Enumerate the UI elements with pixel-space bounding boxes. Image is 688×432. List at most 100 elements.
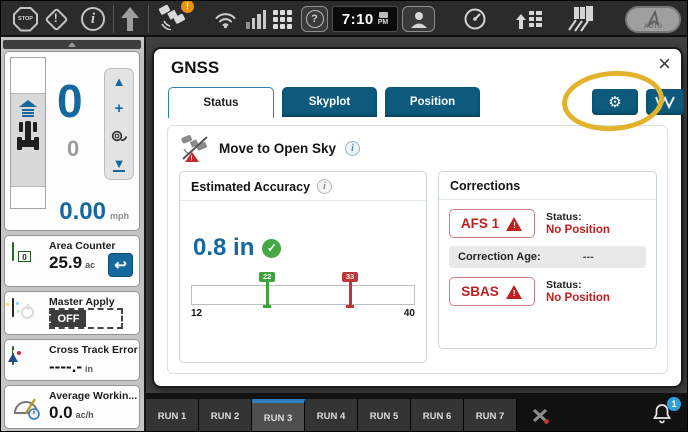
- implement-lift-indicator: [10, 57, 46, 209]
- increase-button[interactable]: ▲: [112, 74, 126, 89]
- sbas-button[interactable]: SBAS !: [449, 277, 535, 306]
- run-tab-5[interactable]: RUN 5: [358, 399, 411, 431]
- warning-triangle-icon: !: [505, 284, 523, 299]
- area-reset-button[interactable]: ↩: [108, 253, 133, 277]
- lift-secondary-value: 0: [67, 136, 80, 161]
- user-button[interactable]: [402, 6, 435, 32]
- signal-bars-icon: [246, 9, 266, 29]
- accuracy-ok-icon: ✓: [262, 238, 282, 258]
- avg-working-title: Average Workin...: [49, 390, 138, 402]
- signal-graph-button[interactable]: [646, 89, 684, 115]
- speed-value: 0.00: [59, 198, 106, 225]
- run-tab-1[interactable]: RUN 1: [146, 399, 199, 431]
- notification-badge: 1: [667, 397, 681, 411]
- time-value: 7:10: [341, 10, 374, 28]
- help-icon: ?: [305, 10, 324, 28]
- run-tab-6[interactable]: RUN 6: [411, 399, 464, 431]
- gnss-dialog: GNSS × Status Skyplot Position ⚙: [152, 47, 684, 388]
- rate-list-icon: [516, 11, 542, 29]
- area-counter-unit: ac: [85, 260, 96, 270]
- apps-grid-button[interactable]: [273, 6, 292, 32]
- status-tab-content: ! Move to Open Sky i Estimated Accuracy …: [167, 125, 668, 374]
- run-tab-7[interactable]: RUN 7: [464, 399, 517, 431]
- tab-position[interactable]: Position: [385, 87, 480, 117]
- run-tab-4[interactable]: RUN 4: [305, 399, 358, 431]
- area-counter-card[interactable]: 0 Area Counter 25.9 ac ↩: [4, 235, 140, 287]
- info-button[interactable]: i: [81, 6, 105, 32]
- speed-unit: mph: [110, 211, 129, 221]
- accuracy-info-icon[interactable]: i: [317, 179, 333, 194]
- lift-adjust-control: ▲ + ▼: [104, 68, 134, 180]
- master-apply-title: Master Apply: [49, 296, 115, 308]
- accuracy-marker-green: 22: [259, 272, 276, 310]
- warning-diamond-icon: !: [44, 6, 69, 32]
- dialog-tab-bar: Status Skyplot Position ⚙: [168, 87, 684, 118]
- cellular-button[interactable]: [246, 6, 266, 32]
- sbas-status-label: Status:: [546, 279, 582, 291]
- gear-icon: ⚙: [608, 94, 622, 111]
- up-arrow-icon: [121, 7, 139, 31]
- grid-icon: [273, 9, 292, 29]
- satellite-alert-badge: !: [181, 1, 194, 13]
- lift-position-value: 0: [57, 75, 83, 127]
- gnss-status-button[interactable]: !: [158, 1, 194, 35]
- auto-guidance-button[interactable]: AUTO: [625, 6, 681, 33]
- alert-text: Move to Open Sky: [219, 141, 337, 156]
- avg-working-unit: ac/h: [75, 410, 94, 420]
- stop-button[interactable]: STOP: [13, 6, 38, 32]
- implement-icon: [568, 6, 593, 32]
- dialog-title: GNSS: [171, 58, 220, 77]
- tab-status[interactable]: Status: [168, 87, 274, 118]
- satellite-icon: !: [158, 1, 194, 35]
- wifi-button[interactable]: [214, 6, 237, 32]
- reset-icon: ↩: [114, 257, 127, 274]
- raise-arrow-button[interactable]: [120, 6, 140, 32]
- cross-track-value: ----.-: [49, 357, 83, 376]
- scale-max-label: 40: [403, 308, 415, 319]
- divider: [113, 5, 114, 33]
- performance-button[interactable]: [463, 6, 487, 32]
- gauge-icon: [464, 8, 486, 30]
- work-rate-button[interactable]: [515, 6, 543, 32]
- avg-working-value: 0.0: [49, 403, 73, 422]
- stop-icon: STOP: [13, 6, 38, 32]
- svg-text:!: !: [190, 156, 192, 163]
- afs-button[interactable]: AFS 1 !: [449, 209, 535, 238]
- satellite-warning-icon: !: [181, 135, 208, 163]
- gnss-settings-button[interactable]: ⚙: [592, 89, 638, 115]
- sidebar: 0 0 ▲ + ▼ 0.00 mph 0 Area Counter 25.: [1, 37, 146, 431]
- top-bar: STOP ! i !: [1, 1, 687, 37]
- correction-age-row: Correction Age: ---: [449, 246, 646, 268]
- plus-button[interactable]: +: [114, 100, 124, 117]
- implement-button[interactable]: [567, 6, 597, 32]
- area-counter-value: 25.9: [49, 253, 83, 272]
- chevron-up-icon: [68, 42, 76, 47]
- accuracy-slider-track: [191, 285, 415, 305]
- master-apply-card[interactable]: Master Apply OFF: [4, 291, 140, 335]
- accuracy-slider: 22 33: [191, 272, 415, 318]
- area-counter-icon: 0: [12, 242, 31, 262]
- afs-row: AFS 1 ! Status: No Position: [449, 209, 646, 238]
- warning-button[interactable]: !: [44, 6, 69, 32]
- decrease-button[interactable]: ▼: [112, 156, 126, 172]
- snail-slow-icon[interactable]: [111, 130, 127, 142]
- help-button[interactable]: ?: [301, 6, 328, 32]
- run-tab-2[interactable]: RUN 2: [199, 399, 252, 431]
- vehicle-status-card[interactable]: 0 0 ▲ + ▼ 0.00 mph: [4, 51, 140, 231]
- avg-working-card[interactable]: Average Workin... 0.0 ac/h: [4, 385, 140, 429]
- notifications-button[interactable]: 1: [651, 397, 681, 428]
- run-tab-3[interactable]: RUN 3: [252, 399, 305, 431]
- run-bar: RUN 1 RUN 2 RUN 3 RUN 4 RUN 5 RUN 6 RUN …: [146, 393, 687, 431]
- sidebar-collapse-handle[interactable]: [3, 40, 141, 49]
- corrections-title: Corrections: [450, 179, 521, 193]
- alert-info-icon[interactable]: i: [345, 141, 361, 156]
- estimated-accuracy-panel: Estimated Accuracy i 0.8 in ✓ 22 33: [179, 171, 427, 363]
- correction-age-label: Correction Age:: [458, 251, 541, 263]
- tab-skyplot[interactable]: Skyplot: [282, 87, 377, 117]
- cross-track-card[interactable]: Cross Track Error ----.- in: [4, 339, 140, 381]
- guidance-pointer-icon: [647, 10, 660, 27]
- lift-slot-bottom: [11, 186, 45, 208]
- master-apply-toggle[interactable]: OFF: [49, 308, 123, 329]
- close-button[interactable]: ×: [658, 51, 671, 77]
